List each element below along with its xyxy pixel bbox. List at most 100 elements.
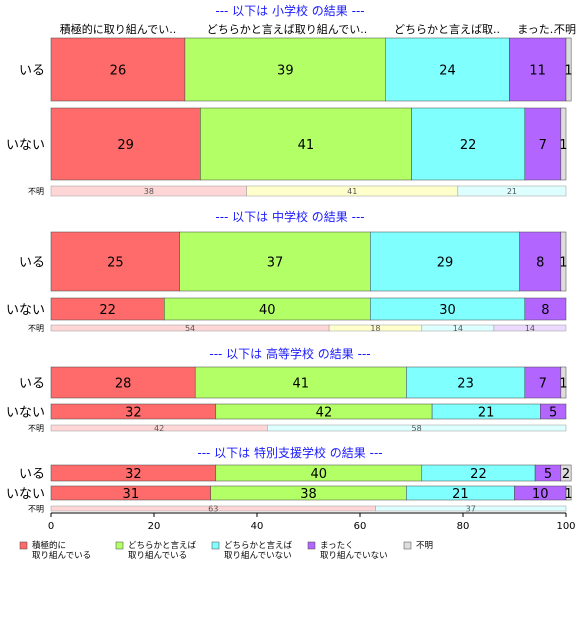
data-label: 24 — [439, 64, 456, 79]
row-label: 不明 — [28, 187, 44, 196]
data-label: 14 — [453, 324, 463, 333]
x-tick-label: 100 — [556, 521, 575, 532]
data-label: 26 — [110, 64, 127, 79]
data-label: 22 — [460, 138, 477, 153]
bar-segment — [560, 107, 567, 181]
data-label: 37 — [267, 256, 284, 271]
data-label: 29 — [437, 256, 454, 271]
data-label: 32 — [125, 467, 142, 482]
bar-segment — [493, 324, 567, 332]
data-label: 1 — [564, 487, 572, 502]
data-label: 40 — [311, 467, 328, 482]
x-tick-label: 80 — [457, 521, 470, 532]
data-label: 2 — [562, 467, 570, 482]
data-label: 32 — [125, 406, 142, 421]
bar-segment — [560, 464, 572, 482]
legend-label: 積極的に — [32, 540, 66, 551]
data-label: 1 — [564, 64, 572, 79]
data-label: 29 — [117, 138, 134, 153]
legend-label: どちらかと言えば — [224, 540, 293, 551]
bar-segment — [524, 366, 562, 399]
bar-segment — [565, 485, 572, 501]
data-label: 39 — [277, 64, 294, 79]
bar-segment — [267, 424, 567, 432]
legend-swatch — [19, 541, 28, 550]
data-label: 1 — [559, 138, 567, 153]
column-header: 積極的に取り組んでい.. — [60, 22, 176, 36]
legend-label: どちらかと言えば — [128, 540, 197, 551]
data-label: 5 — [549, 406, 557, 421]
row-label: 不明 — [28, 324, 44, 333]
panel-title: --- 以下は 高等学校 の結果 --- — [209, 346, 370, 361]
data-label: 21 — [507, 187, 517, 196]
row-label: いる — [19, 256, 45, 271]
x-tick-label: 60 — [354, 521, 367, 532]
bar-segment — [50, 37, 186, 102]
row-label: いる — [19, 467, 45, 482]
data-label: 5 — [544, 467, 552, 482]
row-label: 不明 — [28, 424, 44, 433]
bar-segment — [411, 107, 526, 181]
panel-title: --- 以下は 特別支援学校 の結果 --- — [197, 445, 382, 460]
data-label: 41 — [298, 138, 315, 153]
bar-segment — [524, 107, 562, 181]
legend-label: 取り組んでいない — [224, 550, 292, 561]
data-label: 1 — [559, 377, 567, 392]
bar-segment — [184, 37, 386, 102]
column-header: どちらかと言えば取.. — [394, 23, 500, 36]
data-label: 21 — [478, 406, 495, 421]
bar-segment — [375, 505, 567, 512]
data-label: 14 — [525, 324, 535, 333]
data-label: 38 — [144, 187, 154, 196]
x-tick-label: 40 — [251, 521, 264, 532]
data-label: 10 — [532, 487, 549, 502]
row-label: いる — [19, 377, 45, 392]
row-label: 不明 — [28, 505, 44, 514]
data-label: 42 — [316, 406, 333, 421]
legend-label: まったく — [320, 541, 354, 551]
data-label: 40 — [259, 303, 276, 318]
data-label: 38 — [300, 487, 317, 502]
data-label: 23 — [457, 377, 474, 392]
row-label: いない — [6, 487, 45, 502]
x-tick-label: 0 — [48, 521, 54, 532]
data-label: 22 — [470, 467, 487, 482]
row-label: いない — [6, 138, 45, 153]
legend-swatch — [211, 541, 220, 550]
bar-segment — [194, 366, 407, 399]
legend-label: 不明 — [416, 541, 433, 551]
column-header: 不明 — [554, 23, 576, 36]
data-label: 28 — [115, 377, 132, 392]
bar-segment — [385, 37, 510, 102]
panel-title: --- 以下は 小学校 の結果 --- — [215, 3, 364, 18]
bar-segment — [524, 297, 567, 321]
bar-segment — [50, 366, 196, 399]
data-label: 8 — [536, 256, 544, 271]
data-label: 25 — [107, 256, 124, 271]
column-header: どちらかと言えば取り組んでい.. — [207, 23, 367, 36]
data-label: 42 — [154, 424, 164, 433]
column-header: まった.. — [517, 23, 557, 36]
data-label: 30 — [439, 303, 456, 318]
x-tick-label: 20 — [148, 521, 161, 532]
bar-segment — [509, 37, 567, 102]
data-label: 21 — [452, 487, 469, 502]
bar-segment — [560, 366, 567, 399]
row-label: いない — [6, 406, 45, 421]
data-label: 7 — [539, 138, 547, 153]
legend-swatch — [403, 541, 412, 550]
data-label: 1 — [559, 256, 567, 271]
legend-swatch — [307, 541, 316, 550]
legend-label: 取り組んでいる — [128, 550, 187, 561]
data-label: 18 — [370, 324, 380, 333]
bar-segment — [519, 231, 562, 292]
bar-segment — [406, 366, 526, 399]
bar-segment — [179, 231, 371, 292]
data-label: 58 — [412, 424, 422, 433]
bar-segment — [50, 107, 201, 181]
bar-segment — [370, 231, 520, 292]
data-label: 31 — [123, 487, 140, 502]
data-label: 37 — [466, 505, 476, 514]
data-label: 63 — [208, 505, 218, 514]
